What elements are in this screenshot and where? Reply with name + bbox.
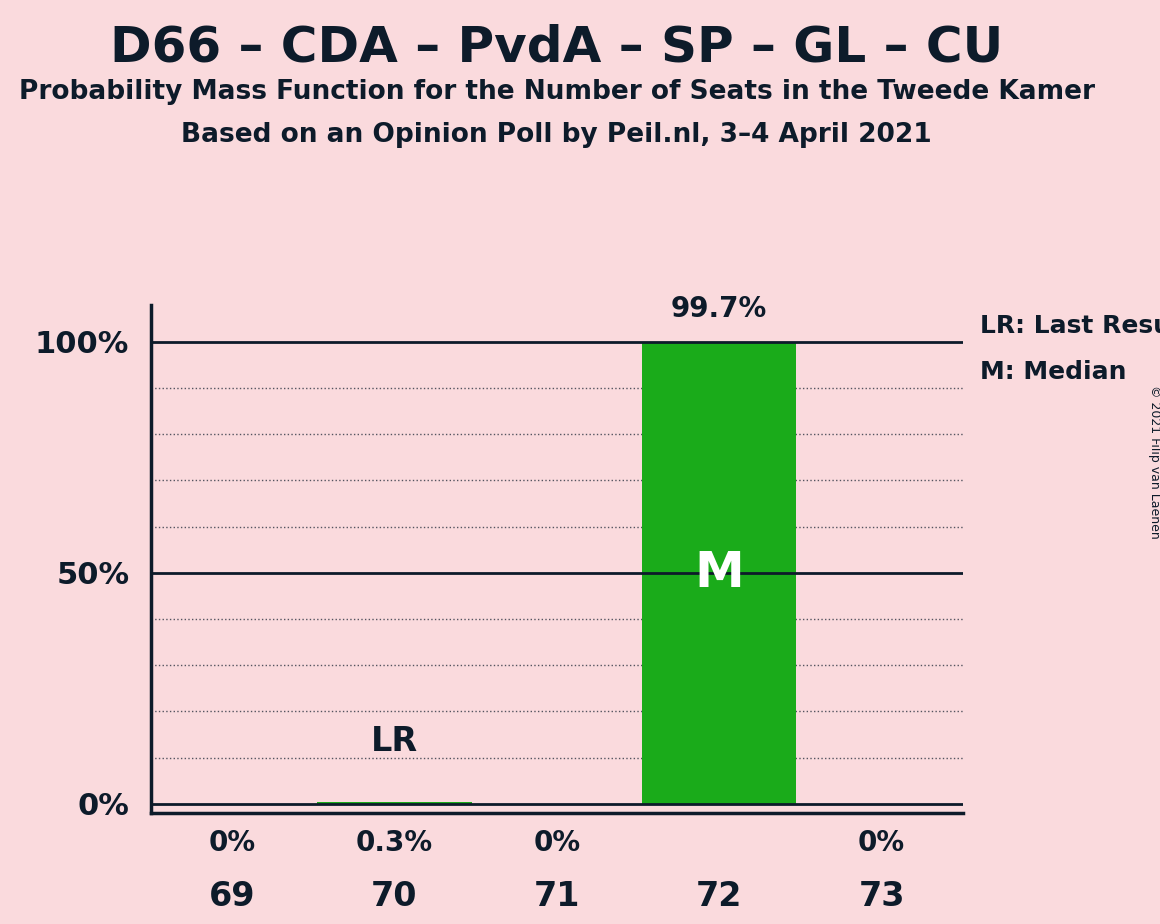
Text: © 2021 Filip van Laenen: © 2021 Filip van Laenen — [1147, 385, 1160, 539]
Text: 99.7%: 99.7% — [672, 296, 767, 323]
Text: LR: LR — [371, 724, 418, 758]
Text: 0%: 0% — [858, 830, 905, 857]
Text: 0.3%: 0.3% — [356, 830, 433, 857]
Text: Probability Mass Function for the Number of Seats in the Tweede Kamer: Probability Mass Function for the Number… — [19, 79, 1095, 104]
Text: Based on an Opinion Poll by Peil.nl, 3–4 April 2021: Based on an Opinion Poll by Peil.nl, 3–4… — [181, 122, 933, 148]
Text: 0%: 0% — [534, 830, 580, 857]
Bar — [641, 344, 796, 804]
Text: 0%: 0% — [209, 830, 255, 857]
Text: LR: Last Result: LR: Last Result — [980, 314, 1160, 338]
Text: D66 – CDA – PvdA – SP – GL – CU: D66 – CDA – PvdA – SP – GL – CU — [110, 23, 1003, 71]
Text: M: M — [695, 549, 744, 597]
Bar — [317, 802, 471, 804]
Text: M: Median: M: Median — [980, 360, 1126, 384]
